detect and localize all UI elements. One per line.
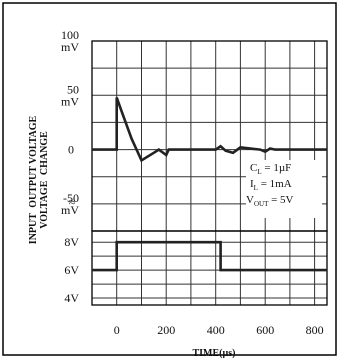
y-axis-title-word-voltage: VOLTAGE: [39, 180, 50, 228]
annotation-cl-value: = 1µF: [262, 162, 292, 174]
input-voltage-trace: [92, 240, 327, 272]
y-tick-label-value: -50: [63, 191, 79, 205]
annotation-vout-value: = 5V: [268, 194, 293, 206]
y-axis-title: INPUT OUTPUT VOLTAGE VOLTAGE CHANGE: [28, 115, 50, 244]
y-tick-label: 4V: [64, 291, 79, 305]
annotation-vout: VOUT = 5V: [246, 194, 294, 208]
y-tick-label: 8V: [64, 235, 79, 249]
y-tick-label-unit: mV: [61, 203, 79, 217]
annotation-il-main: I: [250, 178, 254, 190]
y-axis-title-word-input: INPUT: [28, 213, 39, 244]
annotation-cl-sub: L: [257, 168, 261, 176]
x-tick-label: 200: [157, 323, 175, 337]
lower-panel-frame: [91, 230, 328, 306]
x-tick-label: 0: [114, 323, 120, 337]
grid: [91, 40, 327, 305]
y-axis-title-line2: VOLTAGE CHANGE: [39, 131, 50, 229]
annotation-il-sub: L: [254, 184, 258, 192]
annotation-il: IL = 1mA: [250, 178, 292, 192]
x-axis-title: TIME(µs): [193, 348, 236, 358]
y-tick-label-value: 50: [67, 82, 79, 96]
x-tick-label: 400: [207, 323, 225, 337]
conditions-annotation: CL = 1µF IL = 1mA VOUT = 5V: [246, 160, 322, 218]
annotation-vout-main: V: [246, 194, 254, 206]
annotation-il-value: = 1mA: [258, 178, 292, 190]
y-axis-title-word-output: OUTPUT VOLTAGE: [28, 115, 39, 207]
y-axis-title-line1: INPUT OUTPUT VOLTAGE: [28, 115, 39, 244]
y-tick-label-value: 100: [61, 28, 79, 42]
figure-frame: [2, 2, 337, 356]
axis-break-mark: ≈: [69, 195, 76, 209]
x-tick-labels: 0 200 400 600 800: [114, 323, 324, 337]
y-tick-label: 6V: [64, 263, 79, 277]
y-tick-label-unit: mV: [61, 40, 79, 54]
annotation-vout-sub: OUT: [254, 200, 269, 208]
x-tick-label: 800: [306, 323, 324, 337]
annotation-cl-main: C: [250, 162, 257, 174]
output-voltage-trace: [92, 97, 327, 163]
y-tick-label-value: 0: [68, 143, 74, 157]
x-tick-label: 600: [256, 323, 274, 337]
annotation-cl: CL = 1µF: [250, 162, 291, 176]
y-axis-title-word-change: CHANGE: [39, 131, 50, 175]
annotation-background: [246, 160, 322, 218]
y-tick-label-unit: mV: [61, 94, 79, 108]
